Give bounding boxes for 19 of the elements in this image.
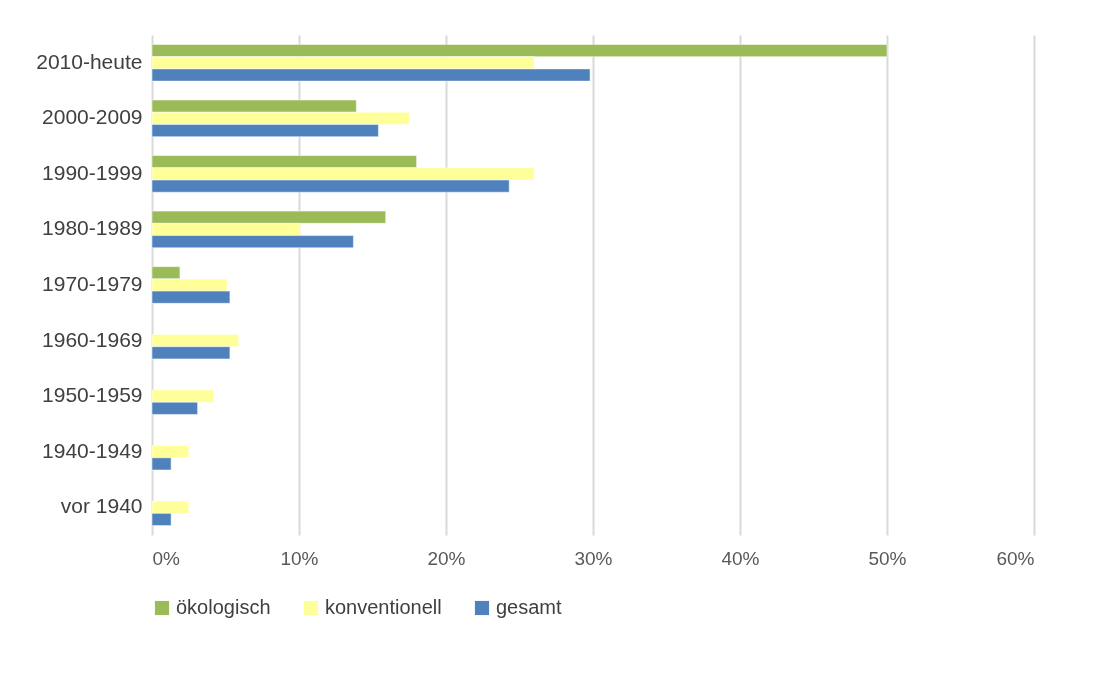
y-tick-label: 1990-1999 [42, 160, 143, 184]
y-tick-label: vor 1940 [60, 494, 143, 518]
legend-label: ökologisch [176, 596, 271, 618]
legend-label: gesamt [496, 596, 563, 618]
y-tick-label: 2010-heute [36, 49, 143, 73]
x-tick-label: 0% [152, 547, 181, 569]
x-tick-label: 10% [280, 547, 319, 569]
x-tick-label: 60% [996, 547, 1035, 569]
y-tick-label: 2000-2009 [42, 105, 143, 129]
x-tick-label: 40% [721, 547, 760, 569]
x-tick-label: 50% [868, 547, 907, 569]
x-tick-label: 20% [427, 547, 466, 569]
y-tick-label: 1950-1959 [42, 383, 143, 407]
legend-label: konventionell [325, 596, 442, 618]
y-tick-label: 1980-1989 [42, 216, 143, 240]
y-tick-label: 1940-1949 [42, 438, 143, 462]
y-tick-label: 1960-1969 [42, 327, 143, 351]
y-tick-label: 1970-1979 [42, 272, 143, 295]
x-tick-label: 30% [574, 547, 613, 569]
